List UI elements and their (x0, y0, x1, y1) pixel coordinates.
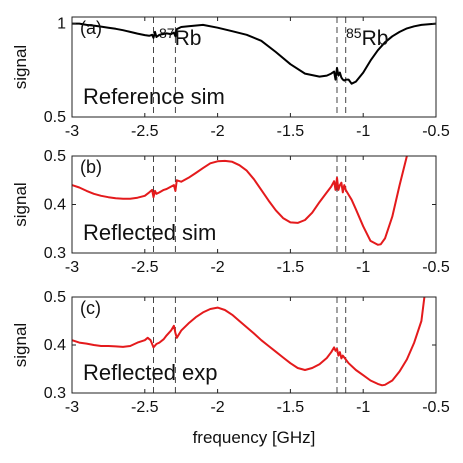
panel-a-y-tick-label-0: 0.5 (44, 109, 66, 126)
panel-b-x-tick-label-5: -0.5 (422, 259, 450, 276)
panel-c-y-tick-label-0: 0.3 (44, 385, 66, 402)
panel-c-x-tick-label-2: -2 (210, 399, 224, 416)
panel-c-y-tick-label-1: 0.4 (44, 337, 66, 354)
panel-c-x-tick-label-5: -0.5 (422, 399, 450, 416)
panel-b-x-tick-label-2: -2 (210, 259, 224, 276)
panel-a: -3 -2.5 -2 -1.5 -1 -0.5 0.5 1 (a) Reference sim… (11, 16, 450, 140)
panel-c-x-tick-label-1: -2.5 (131, 399, 159, 416)
panel-b-x-tick-label-3: -1.5 (277, 259, 305, 276)
rb85-mass-number: 85 (346, 25, 362, 41)
panel-a-y-axis-label: signal (11, 45, 30, 89)
panel-a-x-tick-label-5: -0.5 (422, 123, 450, 140)
panel-c-reference-lines (153, 297, 347, 393)
rb85-symbol: Rb (362, 27, 389, 50)
panel-a-axes-frame (71, 16, 437, 118)
panel-a-x-tick-label-4: -1 (356, 123, 370, 140)
panel-b: -3 -2.5 -2 -1.5 -1 -0.5 0.3 0.4 0.5 (b) Reflecte… (11, 148, 450, 276)
panel-c-y-axis-label: signal (11, 323, 30, 367)
panel-c-x-tick-label-0: -3 (65, 399, 79, 416)
panel-b-y-tick-label-0: 0.3 (44, 245, 66, 262)
panel-a-series-line (72, 22, 437, 85)
panel-b-y-axis-label: signal (11, 182, 30, 226)
panel-c-y-tick-label-2: 0.5 (44, 289, 66, 306)
panel-a-y-tick-label-1: 1 (57, 16, 66, 33)
panel-b-y-tick-label-1: 0.4 (44, 197, 66, 214)
panel-b-label: (b) (80, 157, 102, 177)
panel-b-x-tick-label-1: -2.5 (131, 259, 159, 276)
panel-a-inset-label: Reference sim (83, 84, 225, 109)
panel-c-x-tick-label-3: -1.5 (277, 399, 305, 416)
panel-a-x-tick-label-1: -2.5 (131, 123, 159, 140)
panel-c-label: (c) (80, 298, 101, 318)
panel-a-label: (a) (80, 18, 102, 38)
panel-b-x-tick-label-0: -3 (65, 259, 79, 276)
panel-c: -3 -2.5 -2 -1.5 -1 -0.5 0.3 0.4 0.5 (c) Reflecte… (11, 289, 450, 416)
rb87-symbol: Rb (175, 27, 202, 50)
panel-a-x-tick-label-2: -2 (210, 123, 224, 140)
panel-b-y-tick-label-2: 0.5 (44, 148, 66, 165)
panel-a-x-tick-label-3: -1.5 (277, 123, 305, 140)
panel-c-x-tick-label-4: -1 (356, 399, 370, 416)
panel-b-inset-label: Reflected sim (83, 220, 216, 245)
panel-b-ticks: -3 -2.5 -2 -1.5 -1 -0.5 0.3 0.4 0.5 (44, 148, 450, 276)
panel-b-x-tick-label-4: -1 (356, 259, 370, 276)
panel-c-series-line (71, 296, 426, 387)
panel-a-ticks: -3 -2.5 -2 -1.5 -1 -0.5 0.5 1 (44, 16, 450, 140)
rb87-mass-number: 87 (159, 25, 175, 41)
panel-c-inset-label: Reflected exp (83, 360, 218, 385)
panel-b-series-line (71, 155, 408, 246)
panel-c-ticks: -3 -2.5 -2 -1.5 -1 -0.5 0.3 0.4 0.5 (44, 289, 450, 416)
rb87-annotation: 87Rb (159, 25, 201, 50)
panel-a-x-tick-label-0: -3 (65, 123, 79, 140)
x-axis-label: frequency [GHz] (193, 428, 316, 447)
rb85-annotation: 85Rb (346, 25, 388, 50)
panel-b-reference-lines (153, 156, 347, 253)
